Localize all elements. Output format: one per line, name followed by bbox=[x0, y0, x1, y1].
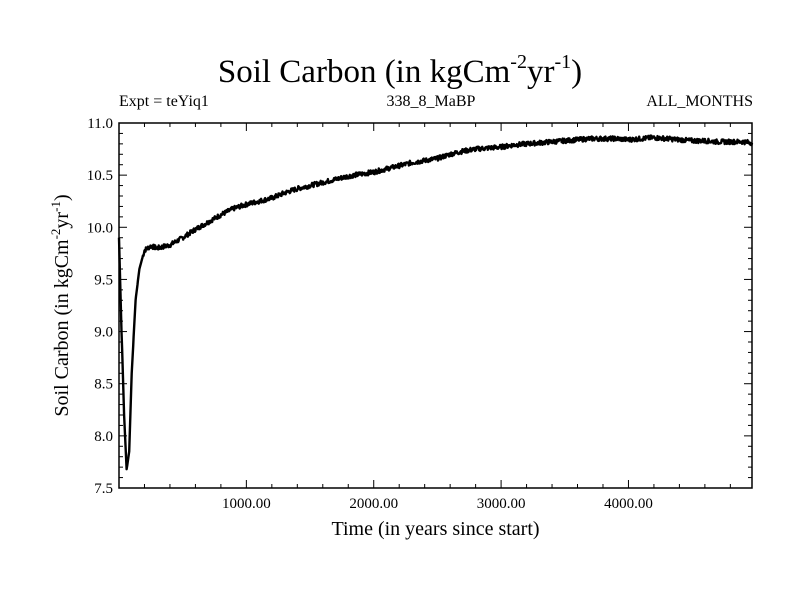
period-label: 338_8_MaBP bbox=[386, 93, 476, 110]
months-label: ALL_MONTHS bbox=[646, 93, 753, 110]
x-tick-label: 3000.00 bbox=[477, 496, 526, 512]
x-tick-label: 1000.00 bbox=[222, 496, 271, 512]
x-axis-ticks: 1000.00 2000.00 3000.00 4000.00 bbox=[143, 123, 731, 512]
y-tick-label: 9.5 bbox=[94, 272, 113, 288]
y-axis-ticks: 7.5 8.0 8.5 9.0 9.5 10.0 10.5 11.0 bbox=[87, 116, 752, 497]
y-axis-title-close: ) bbox=[51, 194, 73, 201]
chart-title-exp2: -1 bbox=[554, 51, 572, 73]
y-axis-title-mid: yr bbox=[51, 212, 73, 229]
series-line-soil-carbon bbox=[117, 134, 754, 471]
chart-title-exp1: -2 bbox=[510, 51, 527, 73]
y-axis-title-exp2: -1 bbox=[48, 201, 63, 212]
y-tick-label: 8.5 bbox=[94, 377, 113, 393]
y-tick-label: 10.0 bbox=[87, 220, 113, 236]
chart-title-mid: yr bbox=[526, 54, 555, 90]
chart-title: Soil Carbon (in kgCm-2yr-1) bbox=[0, 52, 800, 92]
y-axis-title-main: Soil Carbon (in kgCm bbox=[51, 239, 73, 417]
y-tick-label: 7.5 bbox=[94, 481, 113, 497]
series-group bbox=[117, 134, 754, 471]
y-axis-title-exp1: -2 bbox=[48, 229, 63, 240]
plot-frame bbox=[118, 122, 753, 489]
experiment-label: Expt = teYiq1 bbox=[119, 93, 209, 110]
y-tick-label: 10.5 bbox=[87, 168, 113, 184]
y-axis-title: Soil Carbon (in kgCm-2yr-1) bbox=[48, 194, 73, 416]
x-tick-label: 2000.00 bbox=[349, 496, 398, 512]
y-tick-label: 9.0 bbox=[94, 325, 113, 341]
x-tick-label: 4000.00 bbox=[604, 496, 653, 512]
chart-title-main: Soil Carbon (in kgCm bbox=[217, 54, 511, 90]
y-tick-label: 11.0 bbox=[87, 116, 113, 132]
y-tick-label: 8.0 bbox=[94, 429, 113, 445]
chart-title-close: ) bbox=[571, 54, 583, 90]
x-axis-title: Time (in years since start) bbox=[331, 518, 539, 540]
